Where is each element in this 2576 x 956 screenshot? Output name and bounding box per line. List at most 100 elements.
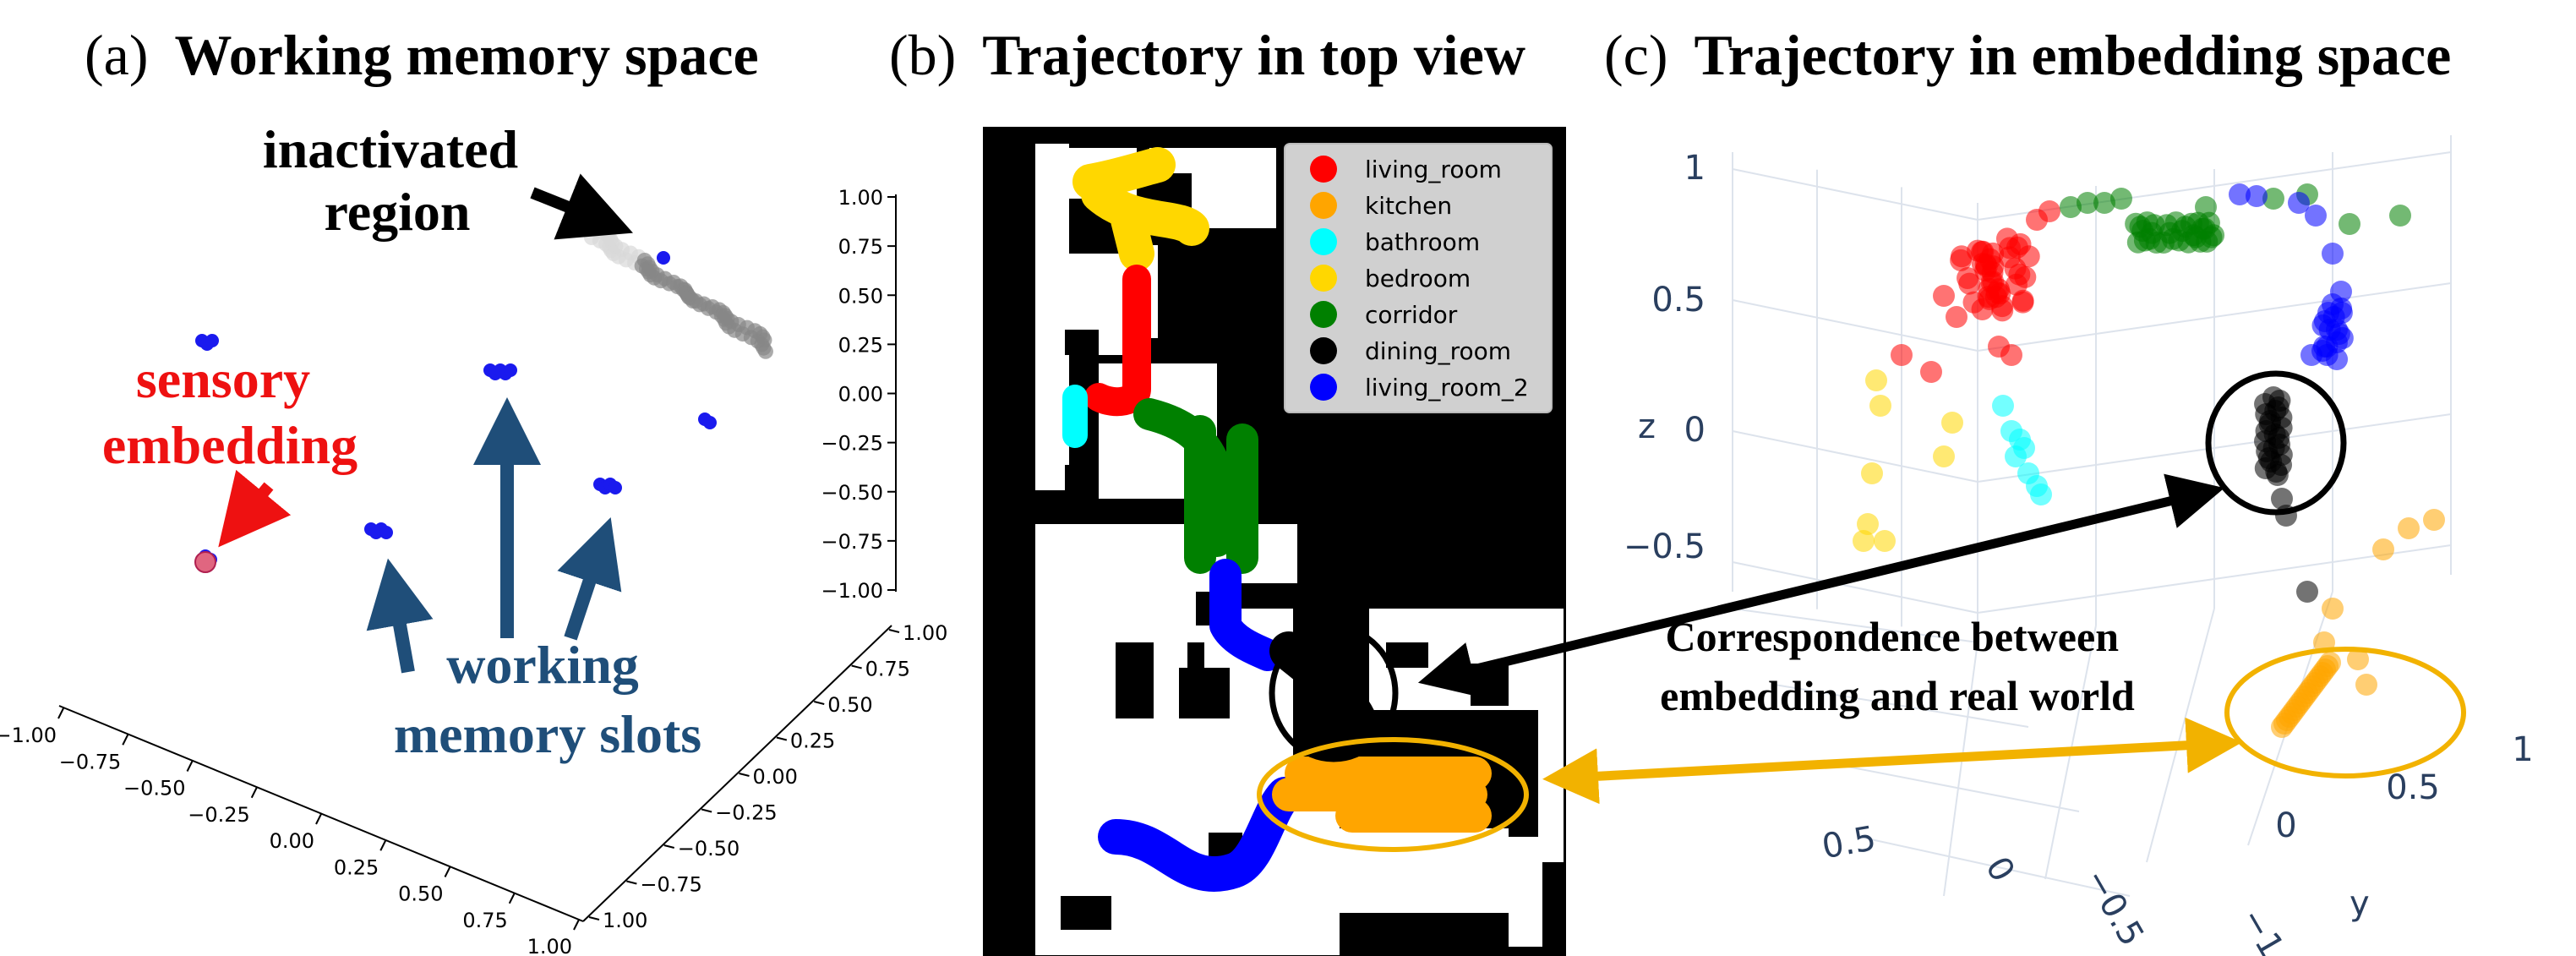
embedding-point-living-room-2 — [2229, 183, 2251, 205]
axis-y-tick-mark — [814, 701, 825, 705]
z-axis-label: z — [1638, 407, 1656, 446]
embedding-point-corridor — [2142, 214, 2165, 237]
map-room — [1035, 228, 1069, 296]
axis-x-tick-label: 1.00 — [527, 935, 572, 956]
embedding-point-living-room — [2017, 245, 2040, 268]
embedding-point-living-room — [1950, 249, 1973, 271]
panel-c-label: (c) — [1604, 23, 1667, 87]
memory-slot-point — [504, 363, 517, 377]
embedding-point-kitchen — [2355, 674, 2377, 696]
panel-b: (b) Trajectory in top view living_roomki… — [889, 23, 1566, 956]
x-axis-tick-label: 0.5 — [1819, 819, 1879, 866]
arrow-kitchen-correspondence — [1542, 717, 2242, 805]
arrow-dining-correspondence — [1417, 473, 2225, 697]
z-axis-ticks: 1 0.5 0 −0.5 — [1624, 149, 1706, 566]
axis-y-tick-label: −0.25 — [715, 801, 778, 825]
embedding-point-kitchen — [2319, 652, 2341, 674]
map-furniture — [1061, 896, 1111, 930]
map-room — [1340, 828, 1509, 913]
axis-y-tick-label: 1.00 — [603, 909, 647, 932]
map-room — [1509, 837, 1542, 947]
embedding-point-dining-room — [2266, 464, 2289, 486]
axis-y-tick-label: −0.50 — [678, 837, 740, 860]
embedding-point-living-room — [1946, 306, 1967, 328]
embedding-point-living-room — [1990, 295, 2013, 318]
embedding-point-bedroom — [1865, 369, 1887, 391]
axis-x-tick-mark — [444, 866, 451, 877]
embedding-point-bedroom — [1941, 412, 1963, 434]
annot-inactivated: inactivated region — [263, 119, 532, 242]
annot-correspondence-line1: Correspondence between — [1666, 613, 2120, 660]
kitchen-ellipse-embedding — [2224, 647, 2466, 778]
inactive-point — [757, 343, 773, 359]
map-room — [1035, 465, 1065, 490]
annot-correspondence-line2: embedding and real world — [1660, 672, 2135, 719]
memory-slot-point — [609, 481, 622, 494]
trajectory-corridor — [1133, 398, 1258, 574]
arrow-slot-3 — [557, 517, 622, 641]
legend-swatch — [1310, 374, 1337, 401]
annot-inactivated-line1: inactivated — [263, 119, 518, 179]
embedding-point-living-room — [2038, 200, 2060, 222]
grid-line — [1732, 430, 1978, 483]
grid-line — [1732, 561, 1978, 614]
panel-c: (c) Trajectory in embedding space z 1 0.5… — [1417, 23, 2534, 956]
trajectory-living-room — [1084, 265, 1151, 417]
embedding-point-corridor — [2262, 188, 2284, 210]
annot-slots-line2: memory slots — [394, 704, 701, 764]
y-axis-ticks: 00.51 — [2275, 730, 2533, 845]
y-axis-tick-label: 0 — [2275, 806, 2296, 845]
panel-b-title: (b) Trajectory in top view — [889, 23, 1525, 87]
memory-slot-point — [205, 334, 219, 347]
kitchen-ellipse-map — [1257, 737, 1529, 852]
axis-x-tick-mark — [57, 707, 64, 719]
axis-y-tick-label: 1.00 — [903, 621, 947, 645]
map-room — [1289, 786, 1340, 955]
axis-y-ticks: 1.00 0.75 0.50 0.25 0.00 −0.25 −0.50 −0.75 1.00 — [588, 621, 947, 932]
embedding-point-bedroom — [1874, 530, 1896, 552]
embedding-point-corridor — [2093, 192, 2115, 214]
axis-x-tick-mark — [508, 893, 516, 904]
axis-z-tick-label: 0.00 — [838, 383, 883, 407]
axis-x-tick-mark — [122, 734, 129, 746]
inactive-points — [584, 221, 773, 359]
dining-circle-embedding — [2205, 370, 2347, 516]
map-room — [1035, 642, 1116, 718]
embedding-point-living-room — [1891, 344, 1913, 366]
embedding-point-bedroom — [1869, 395, 1891, 417]
axis-x-tick-mark — [315, 813, 322, 825]
map-furniture — [1065, 330, 1099, 355]
x-axis-tick-label: 0 — [1978, 850, 2022, 888]
axis-z-ticks: 1.00 0.75 0.50 0.25 0.00 −0.25 −0.50 −0.75 −1.00 — [821, 186, 896, 603]
legend-swatch — [1310, 192, 1337, 219]
axis-y-tick-label: 0.50 — [827, 693, 872, 717]
embedding-point-kitchen — [2398, 517, 2420, 539]
axis-y-tick-mark — [888, 629, 900, 633]
embedding-point-kitchen — [2372, 538, 2394, 560]
panel-c-title: (c) Trajectory in embedding space — [1604, 23, 2451, 87]
axis-z-tick-label: 1.00 — [838, 186, 883, 210]
sensory-embedding-point — [194, 551, 216, 573]
embedding-point-corridor — [2389, 205, 2411, 227]
annot-correspondence: Correspondence between embedding and rea… — [1660, 613, 2135, 719]
legend-label: living_room — [1365, 156, 1502, 183]
axis-y-tick-mark — [776, 736, 788, 741]
trajectory-bedroom — [1072, 147, 1209, 271]
trajectory-kitchen — [1272, 757, 1492, 833]
axis-y-tick-label: 0.25 — [790, 729, 835, 753]
embedding-point-living-room — [1974, 253, 1997, 276]
embedding-point-living-room — [1957, 266, 1979, 289]
embedding-point-living-room — [1999, 237, 2022, 259]
legend-swatch — [1310, 301, 1337, 328]
axis-y-tick-mark — [626, 880, 637, 885]
embedding-point-corridor — [2110, 188, 2132, 210]
axis-x-tick-mark — [573, 919, 580, 931]
embedding-point-corridor — [2145, 232, 2168, 254]
axis-z-tick-label: −1.00 — [821, 579, 883, 603]
memory-slot-point — [703, 416, 717, 429]
embedding-point-kitchen — [2423, 509, 2445, 531]
legend-swatch — [1310, 265, 1337, 292]
axis-y-tick-label: 0.75 — [865, 658, 910, 681]
legend-box — [1284, 143, 1553, 413]
